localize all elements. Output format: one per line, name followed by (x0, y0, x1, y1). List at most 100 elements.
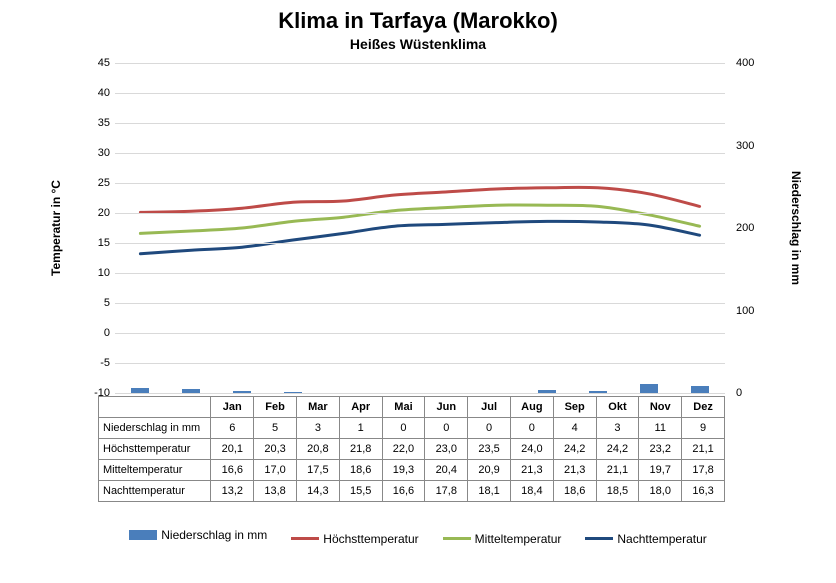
month-header: Feb (254, 397, 297, 418)
row-label: Niederschlag in mm (99, 418, 211, 439)
plot-wrap: Temperatur in °C Niederschlag in mm -10-… (60, 63, 776, 393)
precip-bar (284, 392, 302, 393)
precip-bar (640, 384, 658, 393)
gridline (115, 243, 725, 244)
data-table: JanFebMarAprMaiJunJulAugSepOktNovDezNied… (98, 396, 725, 502)
month-header: Jan (211, 397, 254, 418)
line-swatch-icon (443, 537, 471, 540)
y-tick-left: -5 (80, 357, 110, 369)
precip-bar (182, 389, 200, 393)
month-header: Mai (382, 397, 425, 418)
header-blank (99, 397, 211, 418)
legend-label: Mitteltemperatur (475, 532, 562, 546)
month-header: Mar (296, 397, 339, 418)
gridline (115, 123, 725, 124)
gridline (115, 63, 725, 64)
cell: 6 (211, 418, 254, 439)
legend-tmin: Nachttemperatur (585, 532, 706, 546)
y-tick-left: 45 (80, 57, 110, 69)
legend-label: Niederschlag in mm (161, 528, 267, 542)
y-tick-left: 5 (80, 297, 110, 309)
cell: 11 (639, 418, 682, 439)
precip-bar (233, 391, 251, 393)
month-header: Jul (468, 397, 511, 418)
cell: 24,2 (553, 439, 596, 460)
cell: 14,3 (296, 481, 339, 502)
cell: 18,6 (553, 481, 596, 502)
y-tick-right: 200 (736, 222, 766, 234)
cell: 18,6 (339, 460, 382, 481)
cell: 13,2 (211, 481, 254, 502)
gridline (115, 273, 725, 274)
chart-subtitle: Heißes Wüstenklima (0, 36, 836, 52)
gridline (115, 93, 725, 94)
cell: 19,7 (639, 460, 682, 481)
month-header: Sep (553, 397, 596, 418)
y-tick-left: 0 (80, 327, 110, 339)
chart-title: Klima in Tarfaya (Marokko) (0, 8, 836, 34)
table-row: Nachttemperatur13,213,814,315,516,617,81… (99, 481, 725, 502)
month-header: Jun (425, 397, 468, 418)
table-row: Höchsttemperatur20,120,320,821,822,023,0… (99, 439, 725, 460)
cell: 21,3 (553, 460, 596, 481)
y-tick-left: 20 (80, 207, 110, 219)
cell: 20,4 (425, 460, 468, 481)
cell: 3 (596, 418, 639, 439)
cell: 17,8 (425, 481, 468, 502)
line-swatch-icon (291, 537, 319, 540)
y-tick-left: 10 (80, 267, 110, 279)
y-tick-left: 25 (80, 177, 110, 189)
legend-label: Nachttemperatur (617, 532, 706, 546)
month-header: Aug (510, 397, 553, 418)
legend-tmax: Höchsttemperatur (291, 532, 418, 546)
y-tick-right: 0 (736, 387, 766, 399)
cell: 23,5 (468, 439, 511, 460)
cell: 1 (339, 418, 382, 439)
bar-swatch-icon (129, 530, 157, 540)
y-tick-left: 15 (80, 237, 110, 249)
y-tick-right: 400 (736, 57, 766, 69)
cell: 16,3 (682, 481, 725, 502)
table-row: Mitteltemperatur16,617,017,518,619,320,4… (99, 460, 725, 481)
y-tick-right: 300 (736, 140, 766, 152)
precip-bar (589, 391, 607, 393)
cell: 18,5 (596, 481, 639, 502)
cell: 9 (682, 418, 725, 439)
cell: 20,9 (468, 460, 511, 481)
gridline (115, 333, 725, 334)
line-swatch-icon (585, 537, 613, 540)
cell: 16,6 (382, 481, 425, 502)
cell: 0 (425, 418, 468, 439)
gridline (115, 213, 725, 214)
gridline (115, 153, 725, 154)
row-label: Höchsttemperatur (99, 439, 211, 460)
cell: 4 (553, 418, 596, 439)
cell: 20,1 (211, 439, 254, 460)
y-tick-left: 40 (80, 87, 110, 99)
cell: 24,0 (510, 439, 553, 460)
cell: 21,1 (682, 439, 725, 460)
cell: 19,3 (382, 460, 425, 481)
plot-area (115, 63, 725, 393)
y-tick-left: 30 (80, 147, 110, 159)
month-header: Apr (339, 397, 382, 418)
precip-bar (538, 390, 556, 393)
cell: 15,5 (339, 481, 382, 502)
tmin-line (140, 221, 699, 253)
gridline (115, 393, 725, 394)
legend-label: Höchsttemperatur (323, 532, 418, 546)
cell: 23,0 (425, 439, 468, 460)
cell: 16,6 (211, 460, 254, 481)
legend-precip: Niederschlag in mm (129, 528, 267, 542)
cell: 21,1 (596, 460, 639, 481)
cell: 0 (382, 418, 425, 439)
y-axis-left-label: Temperatur in °C (49, 180, 63, 276)
table-header: JanFebMarAprMaiJunJulAugSepOktNovDez (99, 397, 725, 418)
y-axis-right-label: Niederschlag in mm (789, 171, 803, 285)
month-header: Nov (639, 397, 682, 418)
cell: 17,5 (296, 460, 339, 481)
gridline (115, 303, 725, 304)
cell: 24,2 (596, 439, 639, 460)
month-header: Okt (596, 397, 639, 418)
cell: 20,3 (254, 439, 297, 460)
